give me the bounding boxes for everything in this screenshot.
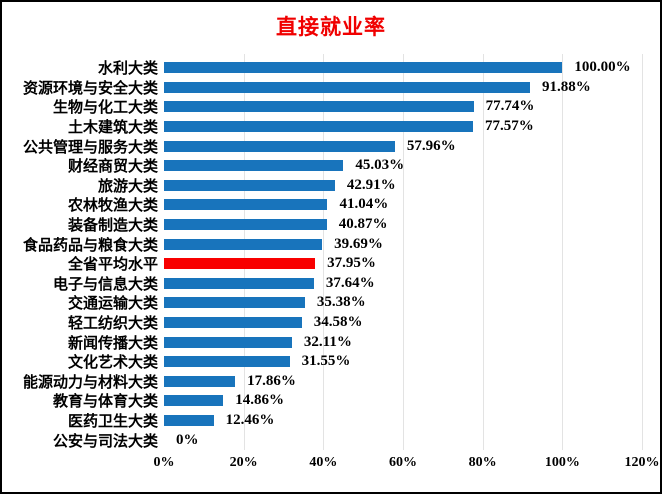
x-axis: 0% 20% 40% 60% 80% 100% 120%	[154, 455, 660, 475]
bar-row: 食品药品与粮食大类 39.69%	[10, 234, 658, 254]
bar	[164, 317, 302, 329]
category-label: 旅游大类	[97, 177, 158, 195]
bar	[164, 375, 236, 387]
bar-row: 财经商贸大类 45.03%	[10, 156, 658, 176]
bar	[164, 336, 292, 348]
bar	[164, 258, 316, 270]
category-label: 食品药品与粮食大类	[22, 236, 158, 254]
category-label: 资源环境与安全大类	[22, 79, 158, 97]
bar-row: 交通运输大类 35.38%	[10, 293, 658, 313]
value-label: 31.55%	[301, 353, 351, 370]
category-label: 文化艺术大类	[67, 354, 158, 372]
bar	[164, 395, 224, 407]
bar	[164, 356, 290, 368]
bar-row: 装备制造大类 40.87%	[10, 215, 658, 235]
bar-row: 公共管理与服务大类 57.96%	[10, 136, 658, 156]
bar	[164, 414, 214, 426]
category-label: 电子与信息大类	[52, 275, 158, 293]
bar-row: 文化艺术大类 31.55%	[10, 352, 658, 372]
bar-row: 土木建筑大类 77.57%	[10, 117, 658, 137]
value-label: 0%	[176, 431, 199, 448]
bar-row: 轻工纺织大类 34.58%	[10, 313, 658, 333]
bar	[164, 81, 530, 93]
bar-row: 电子与信息大类 37.64%	[10, 274, 658, 294]
x-tick-label: 40%	[309, 455, 338, 470]
category-label: 能源动力与材料大类	[22, 373, 158, 391]
x-tick-label: 60%	[389, 455, 417, 470]
bar	[164, 121, 473, 133]
x-tick-label: 20%	[229, 455, 258, 470]
bar-row: 资源环境与安全大类 91.88%	[10, 78, 658, 98]
bar	[164, 62, 563, 74]
category-label: 医药卫生大类	[67, 412, 158, 430]
bar	[164, 101, 474, 113]
bar-row: 旅游大类 42.91%	[10, 176, 658, 196]
value-label: 40.87%	[338, 216, 388, 233]
gridline	[562, 54, 564, 450]
bar	[164, 277, 314, 289]
gridline	[642, 54, 643, 450]
category-label: 生物与化工大类	[52, 99, 158, 117]
bar	[164, 179, 335, 191]
value-label: 41.04%	[339, 196, 389, 213]
bar	[164, 140, 395, 152]
category-label: 财经商贸大类	[67, 158, 158, 176]
value-label: 39.69%	[334, 235, 383, 252]
value-label: 77.57%	[484, 118, 534, 135]
bar	[164, 219, 327, 231]
category-label: 公安与司法大类	[52, 432, 158, 450]
category-label: 农林牧渔大类	[67, 197, 158, 215]
value-label: 14.86%	[235, 392, 284, 409]
category-label: 轻工纺织大类	[67, 315, 158, 333]
plot-area	[164, 54, 643, 450]
bar-row: 公安与司法大类 0%	[10, 430, 658, 450]
bar-row: 农林牧渔大类 41.04%	[10, 195, 658, 215]
gridline	[482, 54, 484, 450]
bar-rows: 水利大类 100.00% 资源环境与安全大类 91.88% 生物与化工大类 77…	[10, 58, 658, 450]
gridline	[323, 54, 325, 450]
bar	[164, 238, 323, 250]
value-label: 12.46%	[225, 411, 275, 428]
value-label: 32.11%	[303, 333, 352, 350]
category-label: 土木建筑大类	[67, 119, 158, 137]
category-label: 教育与体育大类	[52, 393, 158, 411]
value-label: 77.74%	[485, 98, 535, 115]
value-label: 100.00%	[574, 59, 631, 76]
x-tick-label: 80%	[468, 455, 497, 470]
value-label: 42.91%	[346, 176, 396, 193]
category-label: 装备制造大类	[67, 217, 158, 235]
x-tick-label: 120%	[624, 455, 660, 470]
gridline	[403, 54, 404, 450]
x-tick-label: 0%	[153, 455, 175, 470]
category-label: 全省平均水平	[67, 256, 158, 274]
value-label: 57.96%	[406, 137, 456, 154]
chart-title: 直接就业率	[276, 16, 386, 39]
bar-row: 生物与化工大类 77.74%	[10, 97, 658, 117]
value-label: 91.88%	[541, 78, 591, 95]
x-tick-label: 100%	[544, 455, 580, 470]
bar-row: 全省平均水平 37.95%	[10, 254, 658, 274]
value-label: 45.03%	[355, 157, 405, 174]
category-label: 水利大类	[97, 60, 158, 78]
value-label: 35.38%	[316, 294, 366, 311]
value-label: 17.86%	[247, 372, 296, 389]
category-label: 交通运输大类	[67, 295, 158, 313]
bar-row: 新闻传播大类 32.11%	[10, 332, 658, 352]
gridline	[243, 54, 245, 450]
value-label: 37.64%	[325, 274, 375, 291]
category-label: 新闻传播大类	[67, 334, 158, 352]
value-label: 34.58%	[313, 314, 363, 331]
bar-row: 水利大类 100.00%	[10, 58, 658, 78]
value-label: 37.95%	[327, 255, 376, 272]
bar	[164, 297, 305, 309]
bar	[164, 160, 344, 172]
bar	[164, 199, 328, 211]
category-label: 公共管理与服务大类	[22, 138, 158, 156]
bar-row: 医药卫生大类 12.46%	[10, 411, 658, 431]
bar-row: 能源动力与材料大类 17.86%	[10, 372, 658, 392]
bar-row: 教育与体育大类 14.86%	[10, 391, 658, 411]
